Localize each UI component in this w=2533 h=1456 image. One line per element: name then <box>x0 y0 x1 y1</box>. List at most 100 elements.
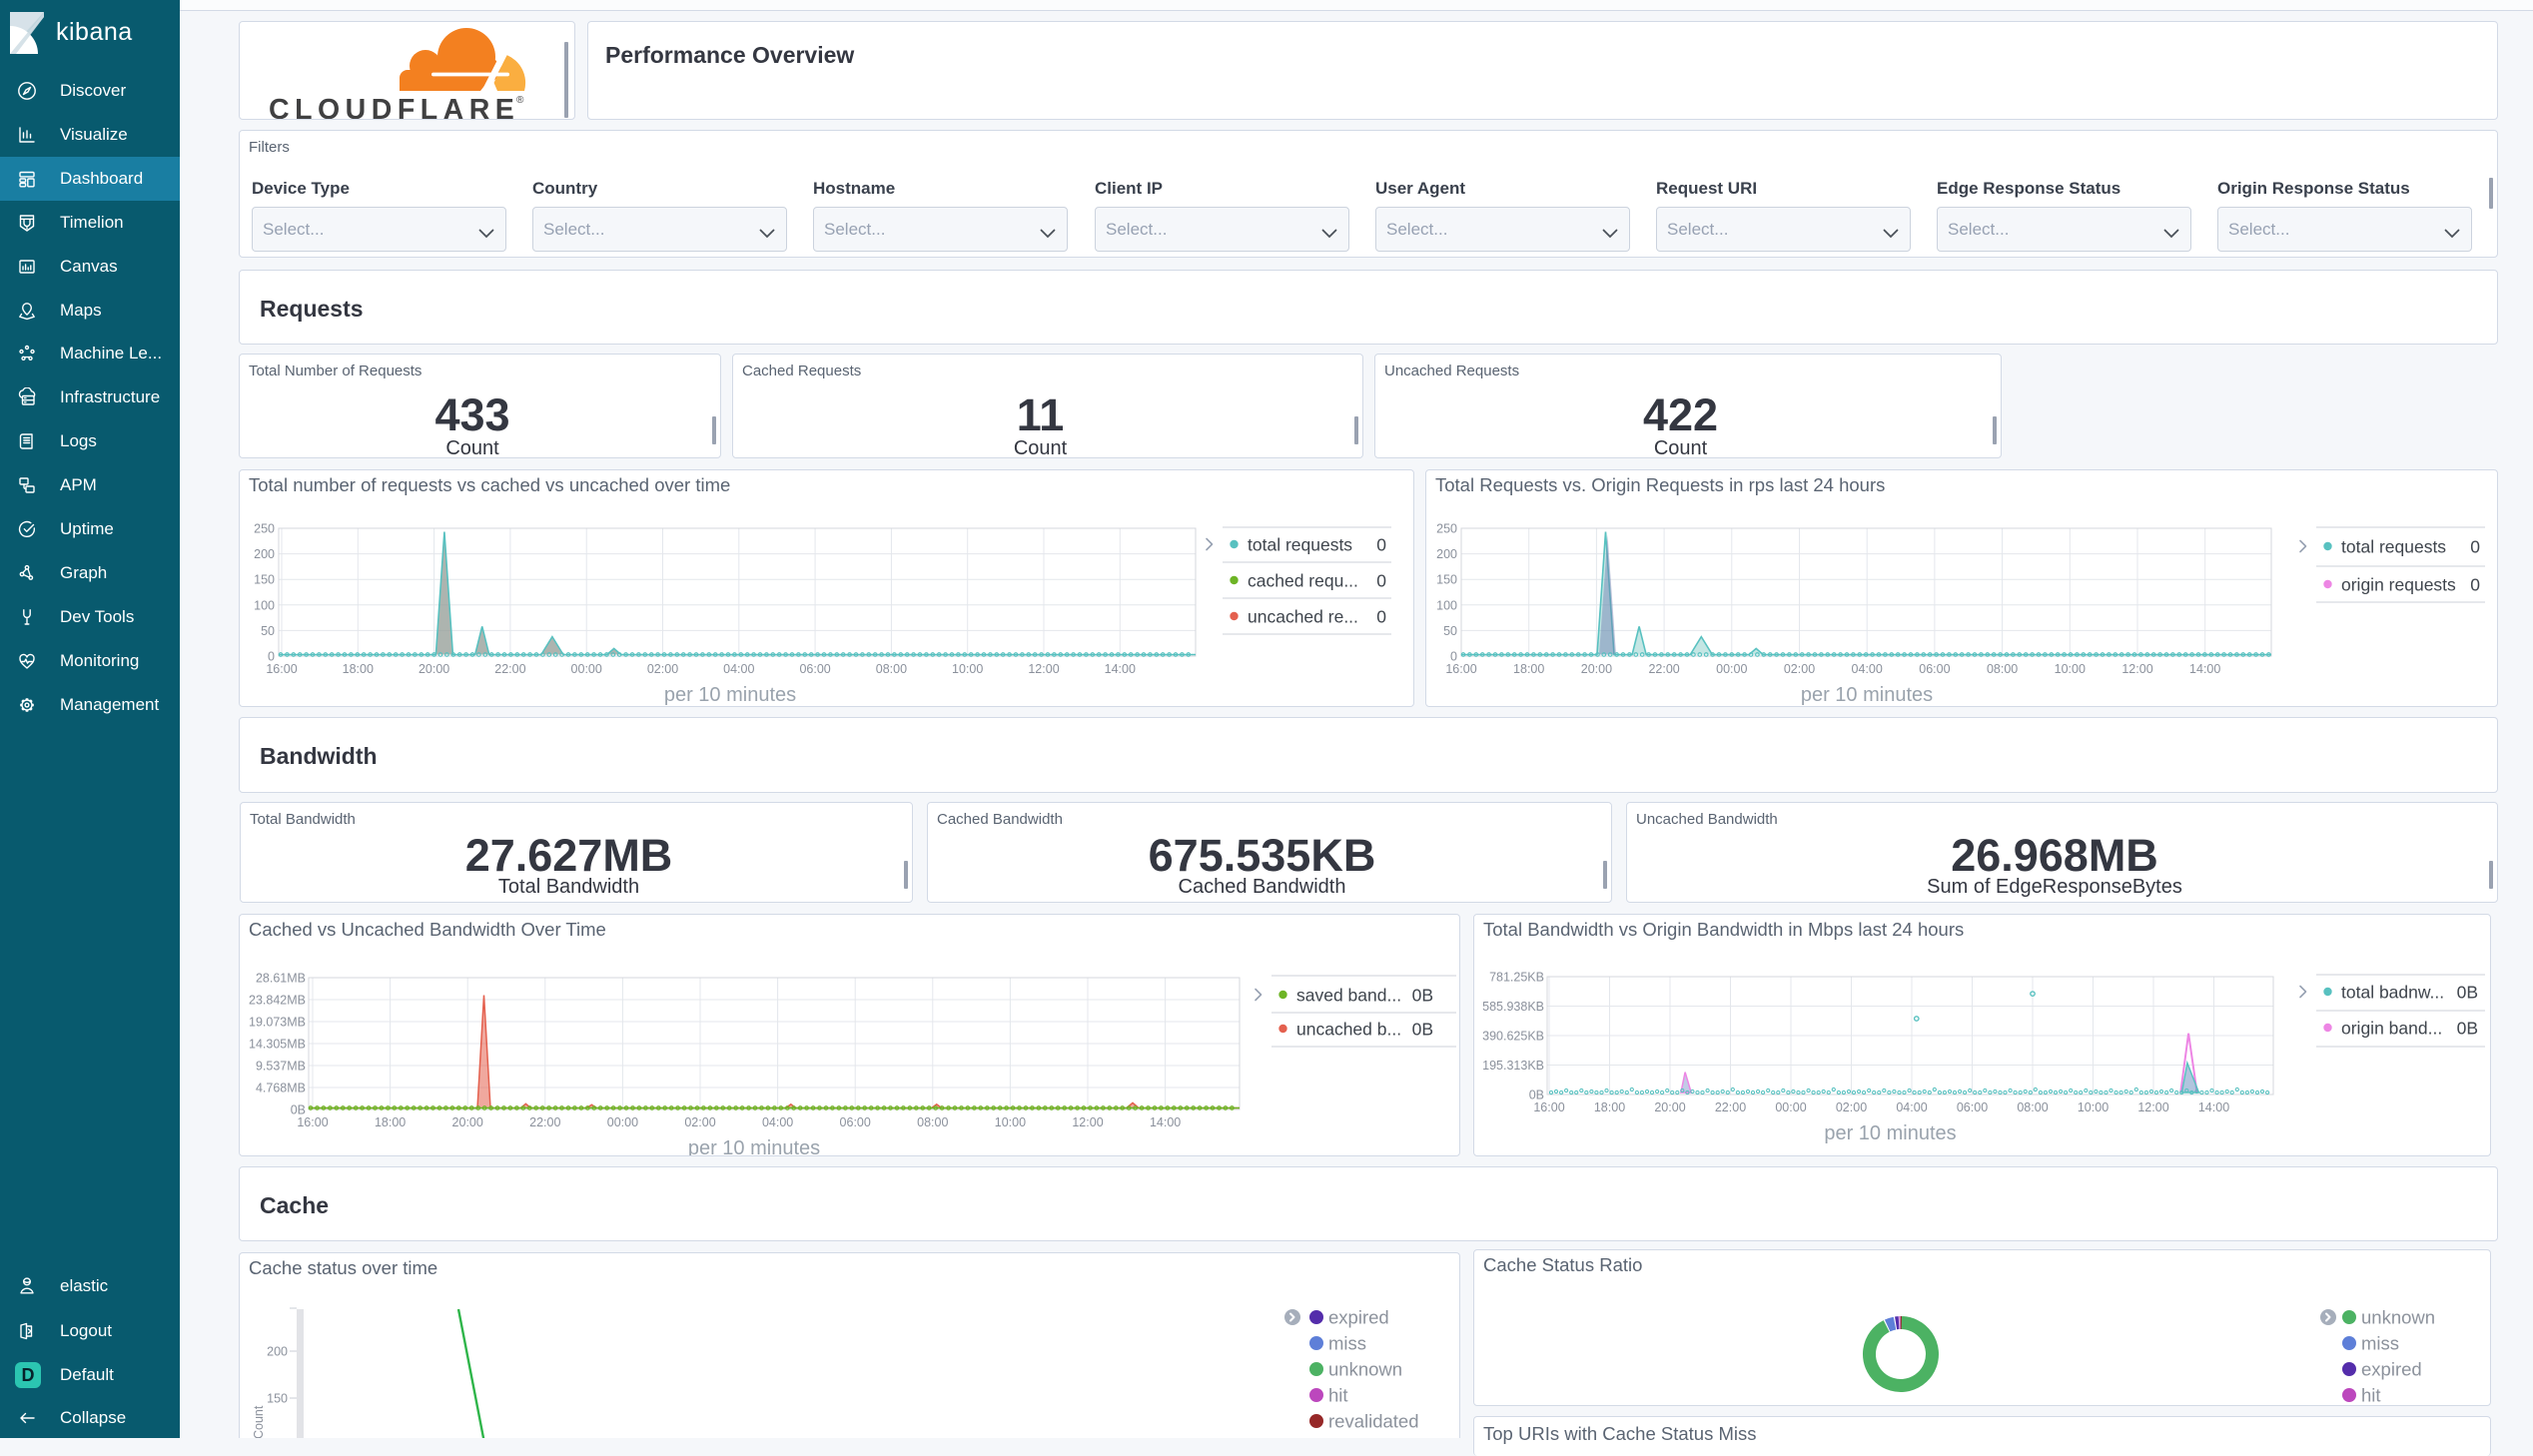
svg-text:per 10 minutes: per 10 minutes <box>664 684 796 706</box>
svg-text:0: 0 <box>1376 534 1386 554</box>
svg-text:12:00: 12:00 <box>1028 662 1059 676</box>
svg-text:18:00: 18:00 <box>1594 1100 1625 1114</box>
svg-text:200: 200 <box>267 1345 288 1359</box>
svg-text:08:00: 08:00 <box>876 662 907 676</box>
svg-text:hit: hit <box>2361 1385 2381 1406</box>
svg-text:16:00: 16:00 <box>1533 1100 1564 1114</box>
svg-text:02:00: 02:00 <box>1836 1100 1867 1114</box>
svg-text:28.61MB: 28.61MB <box>256 972 306 986</box>
svg-text:08:00: 08:00 <box>1987 662 2018 676</box>
svg-text:00:00: 00:00 <box>607 1115 638 1129</box>
svg-text:23.842MB: 23.842MB <box>249 994 306 1008</box>
svg-text:origin band...: origin band... <box>2341 1018 2442 1038</box>
svg-text:miss: miss <box>2361 1333 2399 1354</box>
svg-text:14.305MB: 14.305MB <box>249 1038 306 1052</box>
svg-text:16:00: 16:00 <box>297 1115 328 1129</box>
svg-text:14:00: 14:00 <box>1150 1115 1181 1129</box>
svg-text:06:00: 06:00 <box>1957 1100 1988 1114</box>
svg-text:50: 50 <box>261 624 275 638</box>
svg-text:saved band...: saved band... <box>1296 985 1401 1005</box>
svg-text:0: 0 <box>268 650 275 664</box>
svg-text:total requests: total requests <box>1248 534 1352 554</box>
svg-text:200: 200 <box>254 547 275 561</box>
svg-text:250: 250 <box>1436 522 1457 536</box>
svg-text:20:00: 20:00 <box>452 1115 483 1129</box>
svg-text:150: 150 <box>254 573 275 587</box>
svg-text:4.768MB: 4.768MB <box>256 1082 306 1095</box>
svg-text:total requests: total requests <box>2341 536 2446 556</box>
svg-text:per 10 minutes: per 10 minutes <box>1801 684 1933 706</box>
svg-text:miss: miss <box>1328 1333 1366 1354</box>
svg-text:16:00: 16:00 <box>266 662 297 676</box>
svg-text:®: ® <box>516 95 524 106</box>
svg-text:195.313KB: 195.313KB <box>1482 1059 1544 1073</box>
svg-text:origin requests: origin requests <box>2341 574 2456 594</box>
svg-text:04:00: 04:00 <box>1896 1100 1927 1114</box>
svg-text:02:00: 02:00 <box>684 1115 715 1129</box>
svg-text:12:00: 12:00 <box>2121 662 2152 676</box>
svg-text:0B: 0B <box>291 1103 306 1117</box>
svg-text:150: 150 <box>267 1392 288 1406</box>
svg-text:150: 150 <box>1436 573 1457 587</box>
svg-text:06:00: 06:00 <box>840 1115 871 1129</box>
svg-text:08:00: 08:00 <box>917 1115 948 1129</box>
svg-text:250: 250 <box>254 522 275 536</box>
svg-text:cached requ...: cached requ... <box>1248 570 1358 590</box>
svg-text:04:00: 04:00 <box>1852 662 1883 676</box>
svg-text:total badnw...: total badnw... <box>2341 982 2444 1002</box>
svg-text:per 10 minutes: per 10 minutes <box>1824 1122 1956 1144</box>
svg-text:uncached re...: uncached re... <box>1248 606 1358 626</box>
svg-text:22:00: 22:00 <box>494 662 525 676</box>
svg-text:14:00: 14:00 <box>1105 662 1136 676</box>
svg-text:14:00: 14:00 <box>2189 662 2220 676</box>
svg-text:18:00: 18:00 <box>375 1115 406 1129</box>
svg-text:10:00: 10:00 <box>995 1115 1026 1129</box>
svg-text:0: 0 <box>1450 650 1457 664</box>
svg-text:0B: 0B <box>2457 1018 2478 1038</box>
svg-text:0: 0 <box>1376 570 1386 590</box>
svg-text:unknown: unknown <box>1328 1359 1402 1380</box>
svg-text:04:00: 04:00 <box>762 1115 793 1129</box>
svg-text:unknown: unknown <box>2361 1307 2435 1328</box>
svg-text:0B: 0B <box>1412 985 1433 1005</box>
svg-text:00:00: 00:00 <box>571 662 602 676</box>
svg-text:06:00: 06:00 <box>1919 662 1950 676</box>
svg-text:08:00: 08:00 <box>2017 1100 2048 1114</box>
svg-text:hit: hit <box>1328 1385 1348 1406</box>
svg-text:Count: Count <box>252 1405 266 1438</box>
svg-text:10:00: 10:00 <box>2078 1100 2109 1114</box>
svg-text:uncached b...: uncached b... <box>1296 1019 1401 1039</box>
svg-text:CLOUDFLARE: CLOUDFLARE <box>269 94 519 120</box>
svg-text:18:00: 18:00 <box>343 662 374 676</box>
svg-text:expired: expired <box>1328 1307 1389 1328</box>
svg-text:0B: 0B <box>2457 982 2478 1002</box>
svg-text:22:00: 22:00 <box>1648 662 1679 676</box>
svg-text:20:00: 20:00 <box>1581 662 1612 676</box>
svg-text:00:00: 00:00 <box>1775 1100 1806 1114</box>
svg-text:0B: 0B <box>1412 1019 1433 1039</box>
svg-text:14:00: 14:00 <box>2198 1100 2229 1114</box>
svg-text:revalidated: revalidated <box>1328 1411 1419 1432</box>
svg-text:100: 100 <box>1436 598 1457 612</box>
svg-text:expired: expired <box>2361 1359 2422 1380</box>
svg-text:04:00: 04:00 <box>723 662 754 676</box>
svg-text:20:00: 20:00 <box>419 662 449 676</box>
svg-text:390.625KB: 390.625KB <box>1482 1030 1544 1044</box>
svg-text:0: 0 <box>1376 606 1386 626</box>
svg-text:0B: 0B <box>1529 1089 1544 1102</box>
svg-text:0: 0 <box>2470 574 2480 594</box>
svg-text:per 10 minutes: per 10 minutes <box>688 1137 820 1156</box>
svg-text:585.938KB: 585.938KB <box>1482 1000 1544 1014</box>
svg-text:50: 50 <box>1443 624 1457 638</box>
svg-text:16:00: 16:00 <box>1445 662 1476 676</box>
svg-text:22:00: 22:00 <box>529 1115 560 1129</box>
svg-text:19.073MB: 19.073MB <box>249 1016 306 1030</box>
svg-text:22:00: 22:00 <box>1715 1100 1746 1114</box>
svg-text:06:00: 06:00 <box>799 662 830 676</box>
svg-text:10:00: 10:00 <box>952 662 983 676</box>
svg-text:12:00: 12:00 <box>1072 1115 1103 1129</box>
svg-text:12:00: 12:00 <box>2137 1100 2168 1114</box>
svg-text:00:00: 00:00 <box>1716 662 1747 676</box>
svg-text:10:00: 10:00 <box>2055 662 2086 676</box>
svg-text:20:00: 20:00 <box>1654 1100 1685 1114</box>
